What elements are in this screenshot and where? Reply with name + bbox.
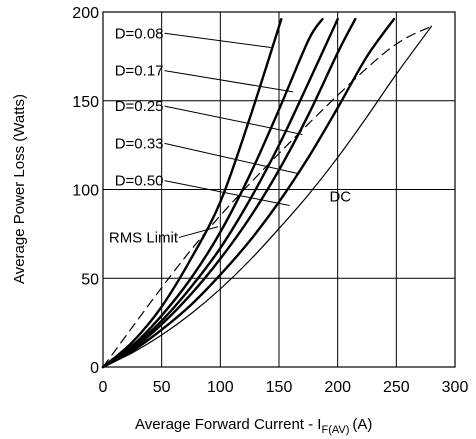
x-tick-labels: 0 50 100 150 200 250 300 [99,379,469,396]
x-tick-label: 250 [383,379,410,396]
annotation-label-dc: DC [329,189,351,206]
annotation-leader-d-0-33 [164,142,298,175]
annotation-label-d-0-33: D=0.33 [115,135,164,152]
y-axis-title: Average Power Loss (Watts) [11,94,28,284]
y-tick-label: 200 [72,5,99,22]
annotation-leader-rms-limit [178,226,219,238]
annotation-leader-d-0-50 [164,180,290,206]
annotation-leader-d-0-08 [164,32,271,48]
annotation-label-d-0-50: D=0.50 [115,173,164,190]
x-axis-title-main: Average Forward Current - I [135,416,321,433]
annotation-label-d-0-25: D=0.25 [115,98,164,115]
series-layer [101,17,433,369]
x-tick-label: 300 [442,379,469,396]
x-tick-label: 0 [99,379,108,396]
y-tick-label: 50 [81,271,99,288]
annotation-leader-d-0-17 [164,70,294,93]
series-line-d-0-08 [101,17,283,369]
x-axis-title-subscript: F(AV) [321,424,349,436]
x-axis-title: Average Forward Current - IF(AV) (A) [135,416,372,436]
annotation-label-d-0-08: D=0.08 [115,25,164,42]
series-line-d-0-25 [101,17,339,369]
annotation-leader-d-0-25 [164,105,303,135]
y-tick-label: 150 [72,94,99,111]
y-tick-labels: 0 50 100 150 200 [72,5,99,377]
y-tick-label: 0 [90,360,99,377]
series-line-rms-limit [102,25,433,368]
annotation-label-rms-limit: RMS Limit [109,229,179,246]
grid [103,12,455,367]
x-tick-label: 50 [153,379,171,396]
plot-frame [102,11,456,368]
y-tick-label: 100 [72,183,99,200]
x-tick-label: 100 [207,379,234,396]
series-line-d-0-17 [101,17,324,369]
x-tick-label: 200 [324,379,351,396]
annotation-layer: D=0.08 D=0.17 D=0.25 D=0.33 D=0.50 DC RMS Limi… [109,25,351,246]
x-tick-label: 150 [266,379,293,396]
annotation-label-d-0-17: D=0.17 [115,63,164,80]
series-line-dc [102,25,433,368]
series-line-d-0-50 [101,17,396,369]
x-axis-title-unit: (A) [352,416,372,433]
series-line-d-0-33 [101,17,357,369]
